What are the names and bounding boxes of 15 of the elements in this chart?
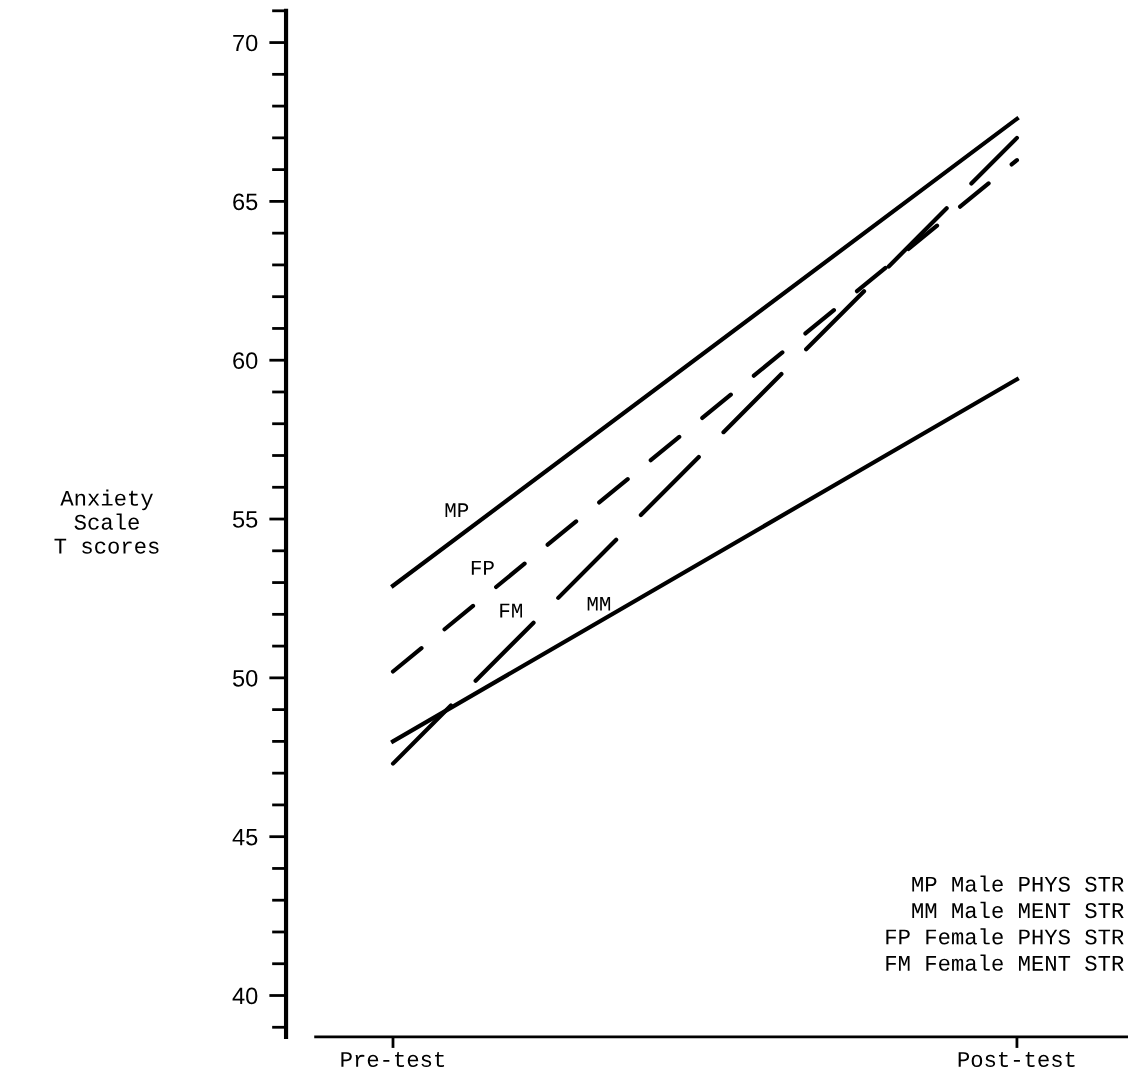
- y-tick-label: 70: [233, 34, 258, 52]
- series-label: MM: [587, 596, 611, 611]
- x-tick-label: Post-test: [958, 1051, 1075, 1068]
- y-tick-label: 60: [233, 352, 258, 369]
- series-label: FP: [471, 560, 494, 575]
- y-tick-label: 40: [232, 987, 258, 1005]
- y-tick-label: 45: [232, 828, 258, 846]
- y-tick-label: 55: [232, 511, 258, 528]
- series-label: MP: [445, 503, 469, 518]
- series-label: FM: [500, 603, 522, 618]
- x-tick-label: Pre-test: [341, 1051, 445, 1068]
- y-tick-label: 65: [233, 193, 258, 211]
- y-tick-label: 50: [232, 669, 258, 687]
- y-axis-title: Anxiety Scale T scores: [54, 489, 159, 554]
- annotation: MP Male PHYS STR MM Male MENT STR FP Female PHYS STR FM Female MENT STR: [886, 875, 1124, 971]
